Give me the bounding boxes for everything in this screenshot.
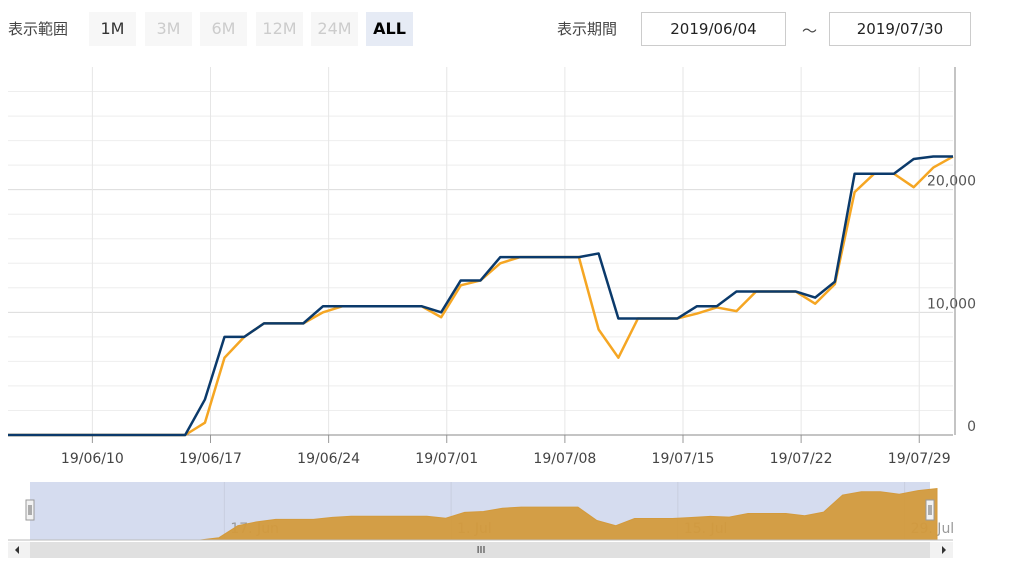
x-tick-label: 19/07/08 [533,451,596,467]
x-tick-label: 19/07/01 [415,451,478,467]
range-button: 24M [311,12,358,46]
y-tick-label: 10,000 [927,296,976,312]
scroll-left[interactable] [15,546,19,554]
start-date-input[interactable]: 2019/06/04 [641,12,786,46]
x-tick-label: 19/06/10 [61,451,124,467]
navigator-handle[interactable] [925,499,935,521]
x-tick-label: 19/07/22 [770,451,833,467]
range-button: 6M [200,12,247,46]
x-tick-label: 19/07/15 [652,451,715,467]
scrollbar-thumb[interactable] [30,542,930,558]
navigator-handle[interactable] [25,499,35,521]
y-tick-label: 0 [967,419,976,435]
x-tick-label: 19/06/24 [297,451,360,467]
range-button[interactable]: ALL [366,12,413,46]
scrollbar-grip: III [477,545,486,556]
range-label: 表示範囲 [8,20,69,38]
range-button: 3M [145,12,192,46]
period-label: 表示期間 [557,20,618,38]
date-separator: ～ [802,22,818,40]
end-date-input[interactable]: 2019/07/30 [829,12,971,46]
range-button[interactable]: 1M [89,12,136,46]
x-tick-label: 19/07/29 [888,451,951,467]
range-button: 12M [256,12,303,46]
x-tick-label: 19/06/17 [179,451,242,467]
y-tick-label: 20,000 [927,174,976,190]
scroll-right[interactable] [942,546,946,554]
series-line [8,155,953,437]
